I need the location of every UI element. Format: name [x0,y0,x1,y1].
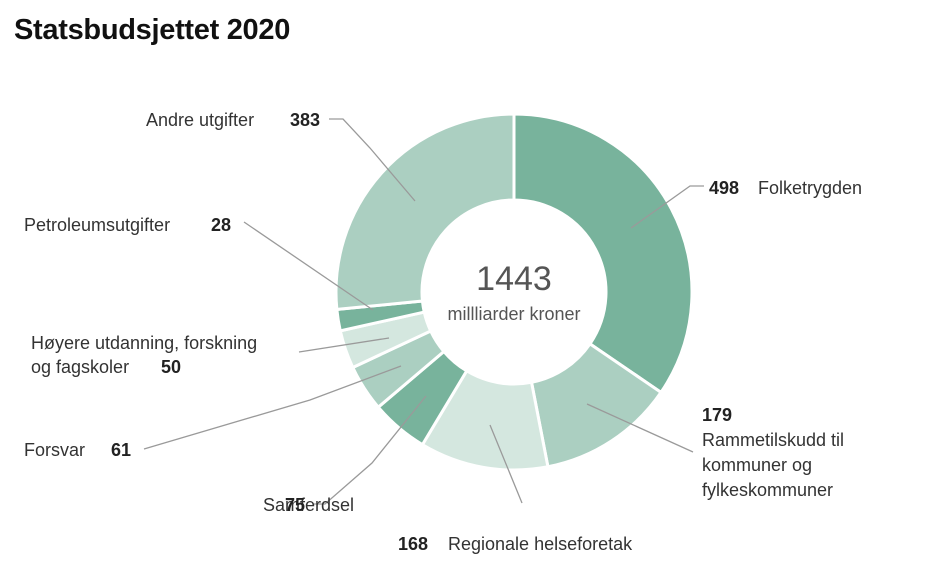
leader-line-petroleumsutgifter [243,221,374,311]
value-label-forsvar: 61 [111,440,131,460]
center-total-unit: millliarder kroner [447,304,580,324]
leader-line-h-yere-utdanning-forskning-og-fagskoler [298,337,390,353]
value-label-samferdsel: 75 [285,495,305,515]
category-label-forsvar: Forsvar [24,440,85,460]
slice-andre-utgifter [334,112,516,312]
donut-slices [334,112,694,472]
leader-lines [143,118,704,505]
value-label-rammetilskudd-til-kommuner-og-fylkeskommuner: 179 [702,405,732,425]
leader-line-folketrygden [630,185,704,229]
category-label-petroleumsutgifter: Petroleumsutgifter [24,215,170,235]
chart-title: Statsbudsjettet 2020 [14,14,291,46]
leader-line-regionale-helseforetak [489,424,523,504]
category-label-rammetilskudd-til-kommuner-og-fylkeskommuner-line-3: fylkeskommuner [702,480,833,500]
category-label-rammetilskudd-til-kommuner-og-fylkeskommuner-line-1: Rammetilskudd til [702,430,844,450]
leader-line-forsvar [143,365,402,450]
category-label-h-yere-utdanning-forskning-og-fagskoler-line-2: og fagskoler [31,357,129,377]
leader-line-samferdsel [313,395,427,505]
category-label-regionale-helseforetak: Regionale helseforetak [448,534,633,554]
slice-folketrygden [512,112,694,395]
category-label-samferdsel: Samferdsel [263,495,354,515]
category-label-h-yere-utdanning-forskning-og-fagskoler-line-1: Høyere utdanning, forskning [31,333,257,353]
category-label-folketrygden: Folketrygden [758,178,862,198]
value-label-petroleumsutgifter: 28 [211,215,231,235]
leader-line-andre-utgifter [329,118,416,202]
value-label-regionale-helseforetak: 168 [398,534,428,554]
slice-labels: 498 Folketrygden 179 Rammetilskudd til kommu… [24,110,862,554]
category-label-andre-utgifter: Andre utgifter [146,110,254,130]
category-label-rammetilskudd-til-kommuner-og-fylkeskommuner-line-2: kommuner og [702,455,812,475]
leader-line-rammetilskudd-til-kommuner-og-fylkeskommuner [586,403,694,453]
value-label-h-yere-utdanning-forskning-og-fagskoler: 50 [161,357,181,377]
center-total-value: 1443 [476,260,552,298]
value-label-andre-utgifter: 383 [290,110,320,130]
value-label-folketrygden: 498 [709,178,739,198]
